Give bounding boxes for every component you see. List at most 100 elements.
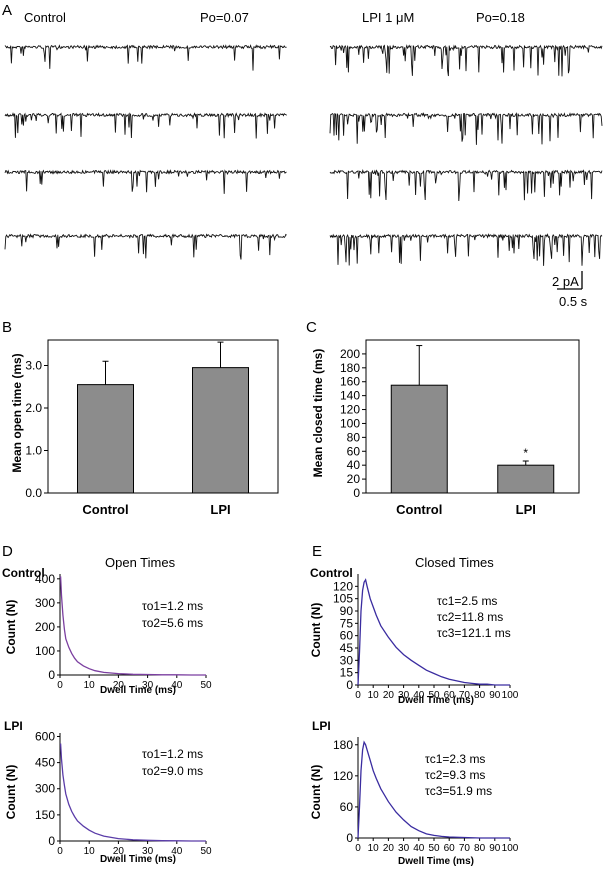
d-control-xtick-label: 50	[200, 680, 212, 691]
c-bar	[497, 464, 555, 494]
e-control-xtick-label: 90	[489, 690, 501, 701]
c-ytick-label: 140	[340, 389, 360, 403]
c-category-label: Control	[396, 502, 442, 517]
trace-control-4	[4, 233, 287, 260]
panel-c: C Mean closed time (ms) 0204060801001201…	[306, 319, 580, 517]
e-lpi-ylabel: Count (N)	[309, 765, 323, 820]
e-control-row-label: Control	[310, 566, 353, 580]
e-control-xtick-label: 50	[428, 690, 440, 701]
e-control-ytick-label: 90	[340, 604, 354, 618]
d-control-ylabel: Count (N)	[4, 600, 18, 655]
e-control-xtick-label: 100	[502, 690, 519, 701]
e-lpi-xtick-label: 0	[355, 843, 361, 854]
trace-left-label: Control	[24, 10, 66, 25]
e-lpi-row-label: LPI	[312, 719, 331, 733]
e-lpi-xtick-label: 60	[444, 843, 456, 854]
e-control-ytick-label: 120	[333, 579, 353, 593]
panel-label-a: A	[2, 2, 12, 19]
e-control-xtick-label: 30	[398, 690, 410, 701]
e-control-xlabel: Dwell Time (ms)	[398, 695, 474, 706]
e-control-ylabel: Count (N)	[309, 603, 323, 658]
trace-control-2	[4, 112, 287, 139]
b-bar	[192, 367, 249, 494]
e-control-xtick-label: 20	[383, 690, 395, 701]
c-plot-frame	[365, 339, 580, 494]
panel-a: A Control Po=0.07 LPI 1 μM Po=0.18 2 pA …	[2, 2, 603, 309]
trace-right-label: LPI 1 μM	[362, 10, 414, 25]
d-lpi-histogram-line	[59, 743, 206, 842]
panel-c-ylabel: Mean closed time (ms)	[311, 349, 325, 478]
d-control-ytick-label: 100	[35, 644, 55, 658]
d-lpi-tau2: τo2=9.0 ms	[142, 764, 203, 778]
e-lpi-tau2: τc2=9.3 ms	[425, 768, 485, 782]
d-lpi-xtick-label: 40	[171, 846, 183, 857]
closed-times-title: Closed Times	[415, 555, 494, 570]
e-control-ytick-label: 0	[346, 678, 353, 692]
d-lpi-xtick-label: 50	[200, 846, 212, 857]
c-ytick-label: 40	[347, 458, 361, 472]
panel-label-c: C	[306, 319, 317, 336]
e-lpi-ytick-label: 0	[346, 831, 353, 845]
trace-lpi-2	[329, 112, 603, 145]
e-lpi-tau3: τc3=51.9 ms	[425, 784, 492, 798]
panel-e: E Closed Times Control LPI Count (N) Cou…	[309, 543, 519, 867]
panel-label-e: E	[312, 543, 322, 560]
e-control-tau3: τc3=121.1 ms	[437, 626, 511, 640]
e-control-ytick-label: 75	[340, 616, 354, 630]
d-lpi-ytick-label: 450	[35, 756, 55, 770]
e-lpi-xtick-label: 10	[368, 843, 380, 854]
d-lpi-tau1: τo1=1.2 ms	[142, 747, 203, 761]
d-control-row-label: Control	[2, 566, 45, 580]
d-lpi-row-label: LPI	[4, 719, 23, 733]
current-traces	[4, 44, 603, 266]
d-lpi-ytick-label: 0	[48, 834, 55, 848]
d-lpi-ytick-label: 300	[35, 782, 55, 796]
open-times-title: Open Times	[105, 555, 176, 570]
trace-lpi-3	[329, 169, 603, 202]
panel-label-b: B	[2, 319, 12, 336]
d-control-tau1: τo1=1.2 ms	[142, 599, 203, 613]
e-control-tau1: τc1=2.5 ms	[437, 594, 497, 608]
d-control-ytick-label: 0	[48, 668, 55, 682]
d-lpi-xtick-label: 30	[142, 846, 154, 857]
panel-d: D Open Times Control LPI Count (N) Count…	[2, 543, 212, 865]
d-control-ytick-label: 400	[35, 572, 55, 586]
e-lpi-xtick-label: 50	[428, 843, 440, 854]
e-lpi-xtick-label: 80	[474, 843, 486, 854]
d-control-histogram-line	[59, 576, 206, 676]
d-lpi-xtick-label: 10	[84, 846, 96, 857]
d-lpi-ytick-label: 600	[35, 729, 55, 743]
b-category-label: Control	[82, 502, 128, 517]
c-ytick-label: 100	[340, 416, 360, 430]
d-control-xlabel: Dwell Time (ms)	[100, 685, 176, 696]
c-ytick-label: 0	[353, 486, 360, 500]
scale-time-label: 0.5 s	[559, 294, 588, 309]
d-control-tau2: τo2=5.6 ms	[142, 616, 203, 630]
e-control-ytick-label: 105	[333, 592, 353, 606]
trace-left-po: Po=0.07	[200, 10, 249, 25]
b-ytick-label: 2.0	[25, 401, 42, 415]
panel-label-d: D	[2, 543, 13, 560]
scale-bar: 2 pA 0.5 s	[552, 271, 588, 309]
e-control-ytick-label: 45	[340, 641, 354, 655]
d-control-xtick-label: 30	[142, 680, 154, 691]
b-ytick-label: 0.0	[25, 486, 42, 500]
d-control-xtick-label: 0	[57, 680, 63, 691]
e-lpi-xlabel: Dwell Time (ms)	[398, 856, 474, 867]
d-control-ytick-label: 300	[35, 596, 55, 610]
e-lpi-ytick-label: 60	[340, 800, 354, 814]
c-significance-mark: *	[523, 446, 528, 460]
d-lpi-xtick-label: 0	[57, 846, 63, 857]
c-ytick-label: 120	[340, 403, 360, 417]
d-control-ytick-label: 200	[35, 620, 55, 634]
e-lpi-xtick-label: 30	[398, 843, 410, 854]
b-ytick-label: 3.0	[25, 359, 42, 373]
e-lpi-tau1: τc1=2.3 ms	[425, 752, 485, 766]
e-lpi-xtick-label: 40	[413, 843, 425, 854]
e-control-xtick-label: 80	[474, 690, 486, 701]
trace-control-1	[4, 44, 287, 71]
e-control-ytick-label: 15	[340, 666, 354, 680]
e-control-xtick-label: 10	[368, 690, 380, 701]
c-ytick-label: 180	[340, 361, 360, 375]
